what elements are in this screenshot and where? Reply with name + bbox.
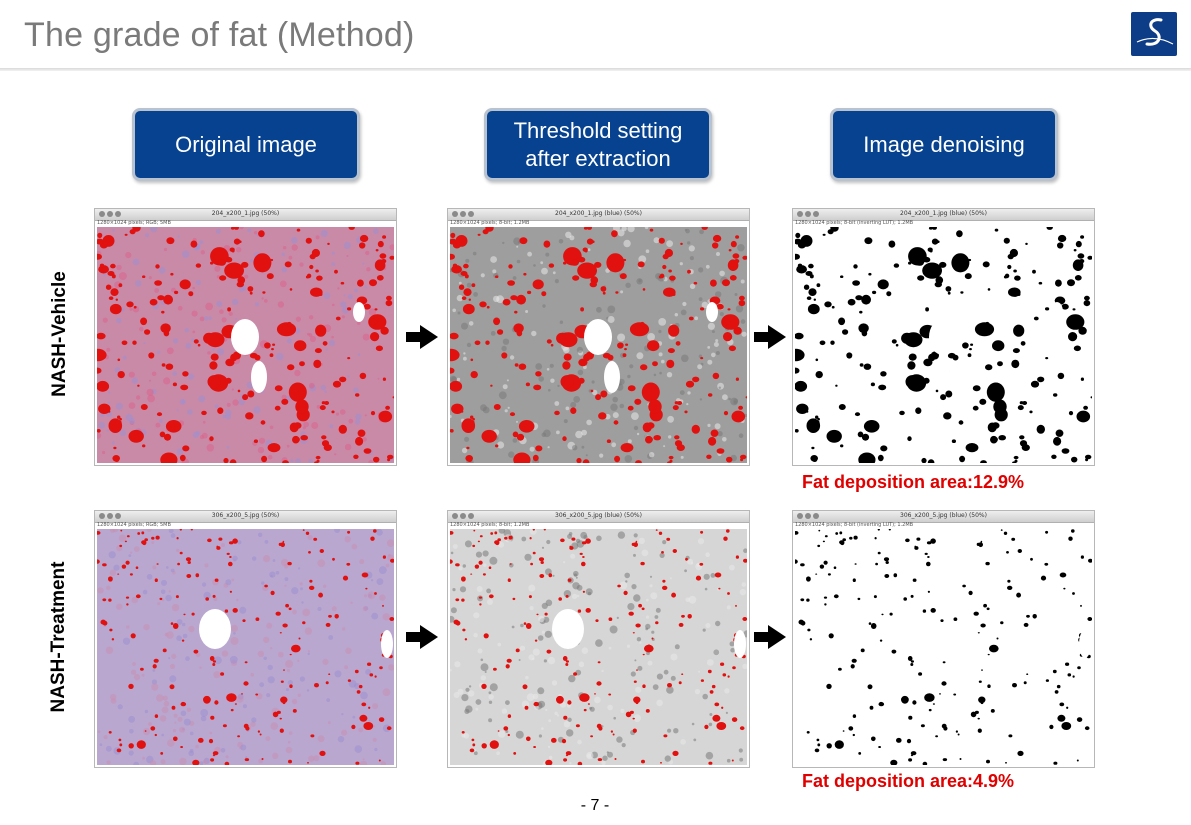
step-original-image: Original image [132,108,360,181]
fat-deposition-vehicle: Fat deposition area:12.9% [802,472,1025,492]
step-threshold-setting: Threshold setting after extraction [484,108,712,181]
denoised-image [795,529,1092,765]
window-title: 204_x200_1.jpg (blue) (50%) [900,210,987,217]
image-window-treatment-original: 306_x200_5.jpg (50%) 1280×1024 pixels; R… [94,510,397,768]
image-window-vehicle-denoised: 204_x200_1.jpg (blue) (50%) 1280×1024 pi… [792,208,1095,466]
denoised-image [795,227,1092,463]
image-window-vehicle-threshold: 204_x200_1.jpg (blue) (50%) 1280×1024 pi… [447,208,750,466]
company-logo-icon [1131,12,1177,56]
image-window-vehicle-original: 204_x200_1.jpg (50%) 1280×1024 pixels; R… [94,208,397,466]
window-info: 1280×1024 pixels; RGB; 5MB [97,220,171,226]
window-title: 306_x200_5.jpg (blue) (50%) [555,512,642,519]
micrograph-image [97,529,394,765]
threshold-image [450,529,747,765]
right-arrow-icon [754,625,786,649]
right-arrow-icon [406,325,438,349]
window-title: 204_x200_1.jpg (blue) (50%) [555,210,642,217]
window-info: 1280×1024 pixels; 8-bit; 1.2MB [450,522,530,528]
threshold-image [450,227,747,463]
right-arrow-icon [754,325,786,349]
micrograph-image [97,227,394,463]
title-divider [0,68,1191,71]
slide-title: The grade of fat (Method) [24,16,415,54]
window-info: 1280×1024 pixels; RGB; 5MB [97,522,171,528]
window-info: 1280×1024 pixels; 8-bit; 1.2MB [450,220,530,226]
window-title: 204_x200_1.jpg (50%) [211,210,280,217]
window-info: 1280×1024 pixels; 8-bit (inverting LUT);… [795,522,914,528]
row-label-treatment: NASH-Treatment [48,561,69,713]
window-title: 306_x200_5.jpg (50%) [211,512,280,519]
page-number: - 7 - [580,797,610,814]
step-image-denoising: Image denoising [830,108,1058,181]
image-window-treatment-threshold: 306_x200_5.jpg (blue) (50%) 1280×1024 pi… [447,510,750,768]
right-arrow-icon [406,625,438,649]
image-window-treatment-denoised: 306_x200_5.jpg (blue) (50%) 1280×1024 pi… [792,510,1095,768]
window-title: 306_x200_5.jpg (blue) (50%) [900,512,987,519]
row-label-vehicle: NASH-Vehicle [49,271,70,397]
fat-deposition-treatment: Fat deposition area:4.9% [802,771,1015,791]
window-info: 1280×1024 pixels; 8-bit (inverting LUT);… [795,220,914,226]
